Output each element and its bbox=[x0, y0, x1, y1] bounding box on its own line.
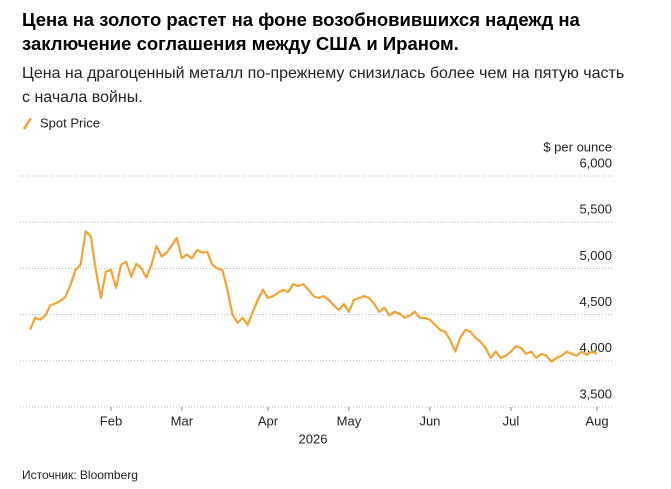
x-tick-label: Jul bbox=[503, 413, 520, 428]
y-tick-label: 4,500 bbox=[579, 294, 612, 309]
y-tick-label: 6,000 bbox=[579, 155, 612, 170]
y-axis-label: $ per ounce bbox=[543, 139, 612, 154]
x-tick-label: May bbox=[337, 413, 362, 428]
x-tick-label: Apr bbox=[258, 413, 279, 428]
y-tick-label: 4,000 bbox=[579, 340, 612, 355]
y-tick-label: 5,500 bbox=[579, 202, 612, 217]
x-axis-label: 2026 bbox=[299, 431, 328, 446]
price-line bbox=[28, 230, 598, 363]
legend-swatch bbox=[22, 117, 33, 130]
x-tick-label: Aug bbox=[585, 413, 608, 428]
x-tick-label: Mar bbox=[171, 413, 194, 428]
chart-title: Цена на золото растет на фоне возобновив… bbox=[22, 9, 580, 54]
y-tick-label: 3,500 bbox=[579, 386, 612, 401]
x-tick-label: Jun bbox=[419, 413, 440, 428]
x-tick-label: Feb bbox=[100, 413, 122, 428]
y-tick-label: 5,000 bbox=[579, 248, 612, 263]
source: Источник: Bloomberg bbox=[22, 468, 138, 482]
legend-label: Spot Price bbox=[40, 115, 100, 130]
chart-subtitle: Цена на драгоценный металл по-прежнему с… bbox=[22, 65, 625, 106]
